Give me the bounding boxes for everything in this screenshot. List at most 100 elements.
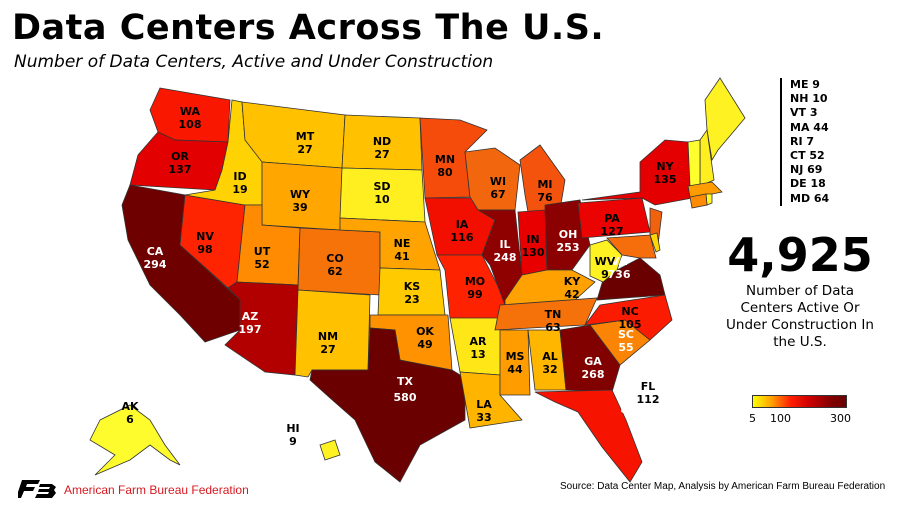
state-label-value: 32 xyxy=(542,363,557,376)
state-label-value: 99 xyxy=(467,288,482,301)
total-count: 4,925 xyxy=(727,228,873,282)
state-label-value: 19 xyxy=(232,183,247,196)
state-label-value: 27 xyxy=(297,143,312,156)
state-label-abbr: AZ xyxy=(242,310,259,323)
small-states-list: ME 9 NH 10 VT 3 MA 44 RI 7 CT 52 NJ 69 D… xyxy=(780,78,829,206)
state-tx xyxy=(309,327,466,483)
state-label-abbr: MN xyxy=(435,153,455,166)
state-label-value: 52 xyxy=(254,258,269,271)
state-label-abbr: NC xyxy=(621,305,638,318)
state-label-value: 9 xyxy=(289,435,297,448)
state-label-abbr: NM xyxy=(318,330,338,343)
state-label-abbr: WA xyxy=(180,105,201,118)
state-label-abbr: CA xyxy=(147,245,164,258)
state-label-abbr: KS xyxy=(404,280,421,293)
state-label-abbr: PA xyxy=(604,212,620,225)
state-label-abbr: UT xyxy=(254,245,271,258)
state-label-value: 41 xyxy=(394,250,409,263)
state-label-abbr: WV xyxy=(595,255,616,268)
state-label-abbr: LA xyxy=(476,398,492,411)
small-state-entry: RI 7 xyxy=(790,134,815,148)
state-label-value: 248 xyxy=(494,251,517,264)
state-ct xyxy=(689,193,708,209)
state-vt xyxy=(687,139,701,187)
state-label-abbr: KY xyxy=(564,275,582,288)
state-label-abbr: ND xyxy=(373,135,391,148)
state-label-value: 67 xyxy=(490,188,505,201)
state-label-value: 197 xyxy=(239,323,262,336)
small-state-entry: ME 9 xyxy=(790,78,820,91)
state-label-value: 63 xyxy=(545,321,560,334)
state-label-value: 13 xyxy=(470,348,485,361)
state-label-abbr: OK xyxy=(416,325,434,338)
state-label-abbr: AL xyxy=(542,350,558,363)
state-label-value: 76 xyxy=(537,191,553,204)
small-state-entry: MA 44 xyxy=(790,120,829,134)
state-label-value: 33 xyxy=(476,411,491,424)
state-label-abbr: MS xyxy=(506,350,525,363)
state-label-abbr: IN xyxy=(526,233,539,246)
state-label-abbr: AR xyxy=(470,335,488,348)
state-label-abbr: SD xyxy=(373,180,390,193)
small-state-entry: VT 3 xyxy=(790,106,818,120)
small-state-entry: MD 64 xyxy=(790,191,830,205)
state-label-abbr: MO xyxy=(465,275,485,288)
color-scale-bar xyxy=(752,395,847,408)
total-description: Number of Data Centers Active Or Under C… xyxy=(726,283,874,350)
state-label-abbr: MT xyxy=(296,130,315,143)
state-hi xyxy=(319,439,341,461)
state-label-abbr: VA xyxy=(611,255,628,268)
state-label-value: 127 xyxy=(601,225,624,238)
state-label-value: 137 xyxy=(169,163,192,176)
state-label-value: 27 xyxy=(320,343,335,356)
state-label-abbr: WY xyxy=(290,188,311,201)
color-scale-tick: 100 xyxy=(770,412,791,425)
state-label-abbr: OH xyxy=(559,228,578,241)
state-label-abbr: IL xyxy=(499,238,510,251)
state-label-value: 39 xyxy=(292,201,307,214)
state-label-abbr: FL xyxy=(641,380,656,393)
state-label-abbr: GA xyxy=(584,355,602,368)
state-ms xyxy=(499,329,531,396)
small-state-entry: NJ 69 xyxy=(790,163,823,177)
state-nc xyxy=(584,294,673,341)
state-label-abbr: ID xyxy=(233,170,246,183)
state-label-value: 55 xyxy=(618,341,633,354)
state-me xyxy=(704,77,746,162)
state-label-value: 108 xyxy=(179,118,202,131)
state-wv xyxy=(589,239,623,283)
state-label-value: 42 xyxy=(564,288,579,301)
page-title: Data Centers Across The U.S. xyxy=(12,8,605,48)
state-de xyxy=(649,232,661,253)
state-il xyxy=(476,209,523,306)
state-label-abbr: NY xyxy=(656,160,674,173)
state-label-abbr: WI xyxy=(490,175,506,188)
state-ga xyxy=(559,324,621,393)
state-label-abbr: TX xyxy=(397,375,414,388)
state-label-value: 6 xyxy=(126,413,134,426)
source-note: Source: Data Center Map, Analysis by Ame… xyxy=(560,481,886,492)
state-label-value: 580 xyxy=(394,391,417,404)
state-label-value: 27 xyxy=(374,148,389,161)
state-label-value: 253 xyxy=(557,241,580,254)
state-label-abbr: MI xyxy=(537,178,552,191)
state-label-value: 130 xyxy=(522,246,545,259)
state-label-value: 44 xyxy=(507,363,523,376)
small-state-entry: DE 18 xyxy=(790,177,826,191)
state-fl xyxy=(534,389,643,483)
state-oh xyxy=(544,199,591,271)
state-label-abbr: TN xyxy=(545,308,562,321)
state-label-value: 10 xyxy=(374,193,390,206)
state-label-abbr: CO xyxy=(326,252,343,265)
state-md xyxy=(606,234,657,259)
state-label-abbr: AK xyxy=(121,400,139,413)
state-label-value: 135 xyxy=(654,173,677,186)
state-label-abbr: OR xyxy=(171,150,189,163)
small-state-entry: NH 10 xyxy=(790,92,828,106)
state-label-value: 294 xyxy=(144,258,167,271)
page-subtitle: Number of Data Centers, Active and Under… xyxy=(14,52,494,72)
state-label-abbr: NV xyxy=(196,230,214,243)
organization-name: American Farm Bureau Federation xyxy=(64,483,249,497)
state-label-abbr: HI xyxy=(286,422,299,435)
